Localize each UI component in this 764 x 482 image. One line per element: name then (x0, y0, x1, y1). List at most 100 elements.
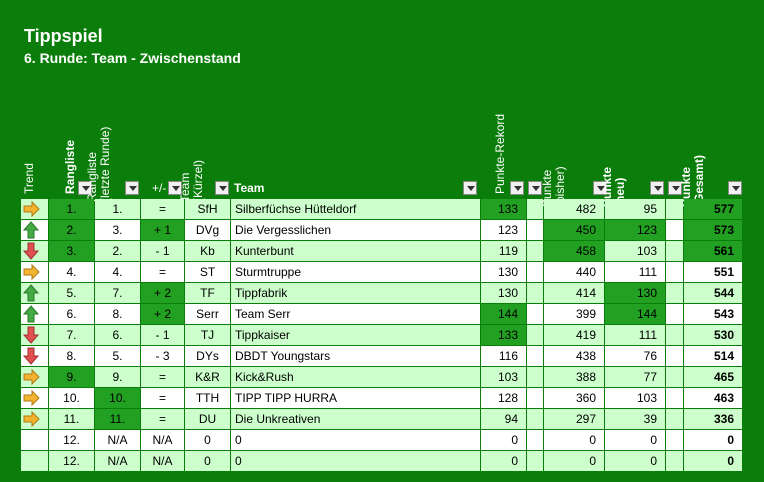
cell-rekord: 133 (481, 199, 526, 219)
cell-rank: 3. (49, 241, 94, 261)
cell-rekord: 0 (481, 451, 526, 471)
cell-diff: = (141, 262, 184, 282)
spacer-cell (527, 325, 543, 345)
filter-spacer1-button[interactable] (528, 181, 542, 195)
spacer-cell (527, 388, 543, 408)
filter-spacer2-button[interactable] (668, 181, 682, 195)
cell-rank: 4. (49, 262, 94, 282)
spacer-cell (666, 388, 683, 408)
cell-diff: = (141, 199, 184, 219)
cell-rank: 1. (49, 199, 94, 219)
cell-gesamt: 561 (684, 241, 742, 261)
header-rangliste-letzte: Rangliste (letzte Runde) (85, 126, 112, 202)
cell-last: 8. (95, 304, 140, 324)
spacer-cell (527, 430, 543, 450)
spacer-cell (666, 430, 683, 450)
cell-last: 11. (95, 409, 140, 429)
filter-rekord-button[interactable] (510, 181, 524, 195)
cell-team: Silberfüchse Hütteldorf (231, 199, 480, 219)
cell-rank: 9. (49, 367, 94, 387)
cell-rekord: 116 (481, 346, 526, 366)
filter-diff-button[interactable] (168, 181, 182, 195)
cell-diff: N/A (141, 430, 184, 450)
spacer-cell (666, 325, 683, 345)
cell-abbr: Serr (185, 304, 230, 324)
cell-rank: 2. (49, 220, 94, 240)
cell-bisher: 297 (544, 409, 604, 429)
filter-rangliste-button[interactable] (78, 181, 92, 195)
cell-last: N/A (95, 451, 140, 471)
cell-gesamt: 543 (684, 304, 742, 324)
filter-gesamt-button[interactable] (728, 181, 742, 195)
cell-rank: 5. (49, 283, 94, 303)
cell-bisher: 0 (544, 451, 604, 471)
spacer-cell (666, 220, 683, 240)
cell-diff: = (141, 409, 184, 429)
cell-gesamt: 463 (684, 388, 742, 408)
cell-team: Kunterbunt (231, 241, 480, 261)
trend-down-icon (21, 346, 48, 366)
trend-up-icon (21, 220, 48, 240)
page-subtitle: 6. Runde: Team - Zwischenstand (24, 50, 241, 66)
cell-rekord: 128 (481, 388, 526, 408)
filter-kuerzel-button[interactable] (215, 181, 229, 195)
cell-bisher: 388 (544, 367, 604, 387)
cell-last: 5. (95, 346, 140, 366)
trend-right-icon (21, 199, 48, 219)
cell-bisher: 440 (544, 262, 604, 282)
cell-neu: 130 (605, 283, 665, 303)
trend-right-icon (21, 367, 48, 387)
cell-rank: 7. (49, 325, 94, 345)
cell-neu: 39 (605, 409, 665, 429)
cell-team: 0 (231, 451, 480, 471)
cell-team: Team Serr (231, 304, 480, 324)
cell-diff: - 1 (141, 325, 184, 345)
cell-bisher: 360 (544, 388, 604, 408)
cell-gesamt: 0 (684, 430, 742, 450)
cell-team: Tippfabrik (231, 283, 480, 303)
cell-last: 4. (95, 262, 140, 282)
cell-diff: - 3 (141, 346, 184, 366)
cell-bisher: 458 (544, 241, 604, 261)
spacer-cell (666, 367, 683, 387)
cell-abbr: TTH (185, 388, 230, 408)
cell-last: 7. (95, 283, 140, 303)
filter-neu-button[interactable] (650, 181, 664, 195)
cell-gesamt: 530 (684, 325, 742, 345)
header-trend: Trend (22, 163, 36, 194)
header-team-kuerzel: Team (Kürzel) (178, 159, 205, 202)
page-title: Tippspiel (24, 26, 103, 46)
cell-rekord: 133 (481, 325, 526, 345)
filter-team-button[interactable] (463, 181, 477, 195)
cell-abbr: ST (185, 262, 230, 282)
cell-team: Kick&Rush (231, 367, 480, 387)
cell-team: Die Unkreativen (231, 409, 480, 429)
filter-letzte-button[interactable] (125, 181, 139, 195)
trend-right-icon (21, 409, 48, 429)
cell-rank: 8. (49, 346, 94, 366)
cell-gesamt: 577 (684, 199, 742, 219)
cell-rank: 6. (49, 304, 94, 324)
cell-abbr: DU (185, 409, 230, 429)
cell-neu: 144 (605, 304, 665, 324)
cell-abbr: SfH (185, 199, 230, 219)
cell-abbr: DYs (185, 346, 230, 366)
cell-gesamt: 0 (684, 451, 742, 471)
cell-rekord: 0 (481, 430, 526, 450)
cell-last: 1. (95, 199, 140, 219)
cell-rekord: 130 (481, 283, 526, 303)
spacer-cell (527, 367, 543, 387)
spacer-cell (666, 304, 683, 324)
cell-last: 6. (95, 325, 140, 345)
cell-neu: 77 (605, 367, 665, 387)
cell-abbr: TJ (185, 325, 230, 345)
cell-neu: 103 (605, 388, 665, 408)
spacer-cell (666, 451, 683, 471)
filter-bisher-button[interactable] (593, 181, 607, 195)
cell-abbr: 0 (185, 451, 230, 471)
cell-neu: 111 (605, 262, 665, 282)
trend-up-icon (21, 304, 48, 324)
cell-diff: - 1 (141, 241, 184, 261)
cell-rekord: 94 (481, 409, 526, 429)
cell-team: Sturmtruppe (231, 262, 480, 282)
